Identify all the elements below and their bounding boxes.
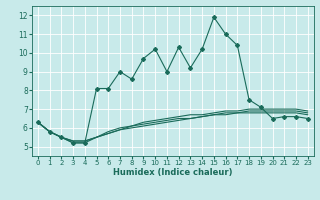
X-axis label: Humidex (Indice chaleur): Humidex (Indice chaleur) [113,168,233,177]
